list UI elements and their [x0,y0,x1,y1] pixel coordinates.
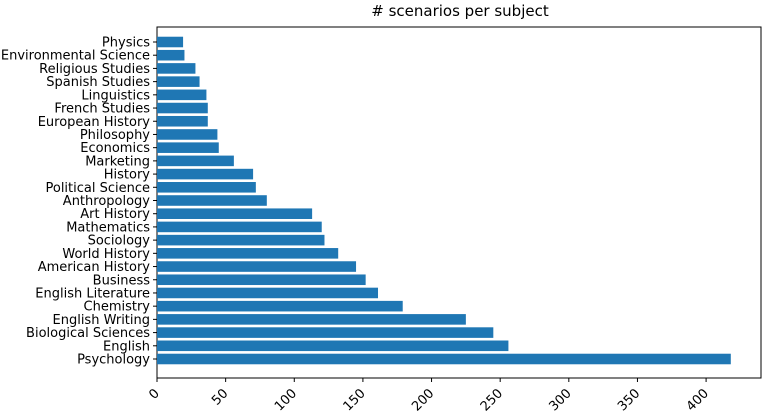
category-label: Art History [80,207,150,222]
bar-philosophy [157,129,218,140]
bar-environmental-science [157,49,185,61]
bar-art-history [157,208,313,219]
bar-biological-sciences [157,327,494,338]
category-label: Environmental Science [1,49,150,64]
bar-american-history [157,261,357,272]
x-tick-label: 350 [615,386,643,414]
bar-spanish-studies [157,76,200,87]
category-label: Religious Studies [39,62,150,77]
x-tick-label: 200 [409,386,437,414]
bar-english [157,340,509,352]
category-label: European History [38,115,151,130]
bar-anthropology [157,195,267,206]
bar-physics [157,36,184,48]
category-label: Philosophy [80,128,150,143]
category-label: American History [38,260,151,275]
bar-french-studies [157,102,208,114]
x-tick-label: 150 [341,386,369,414]
category-label: Marketing [85,154,150,169]
x-tick-label: 50 [209,386,231,408]
category-label: Economics [80,141,150,156]
bar-psychology [157,353,731,365]
category-label: Psychology [77,353,150,368]
category-label: Spanish Studies [46,75,150,90]
x-tick-label: 250 [478,386,506,414]
x-tick-label: 300 [546,386,574,414]
bar-chemistry [157,300,403,312]
category-label: English [103,339,150,354]
category-label: Anthropology [63,194,151,209]
category-label: Sociology [88,234,151,249]
x-tick-label: 400 [684,386,712,414]
category-label: Biological Sciences [26,326,150,341]
chart-title: # scenarios per subject [371,2,549,20]
bar-economics [157,142,219,153]
bar-marketing [157,155,234,167]
category-label: Linguistics [81,88,150,103]
x-tick-label: 0 [146,386,162,402]
bar-mathematics [157,221,322,233]
bar-history [157,168,254,180]
bars-group [157,36,731,365]
category-label: Business [93,273,151,288]
bar-sociology [157,234,325,246]
category-label: History [104,168,151,183]
category-label: Mathematics [66,220,150,235]
x-ticks-group: 0 50 100 150 200 250 300 350 400 [146,378,712,414]
x-tick-label: 100 [272,386,300,414]
category-label: World History [62,247,150,262]
category-label: French Studies [54,102,150,117]
bar-english-literature [157,287,379,299]
bar-english-writing [157,314,466,325]
category-label: Chemistry [84,300,151,315]
category-label: English Literature [35,286,150,301]
bar-religious-studies [157,63,196,74]
category-label: English Writing [53,313,151,328]
category-label: Physics [102,36,150,51]
bar-business [157,274,366,286]
bar-world-history [157,248,339,259]
bar-european-history [157,115,208,127]
bar-linguistics [157,89,207,101]
category-label: Political Science [45,181,150,196]
bar-political-science [157,182,256,193]
